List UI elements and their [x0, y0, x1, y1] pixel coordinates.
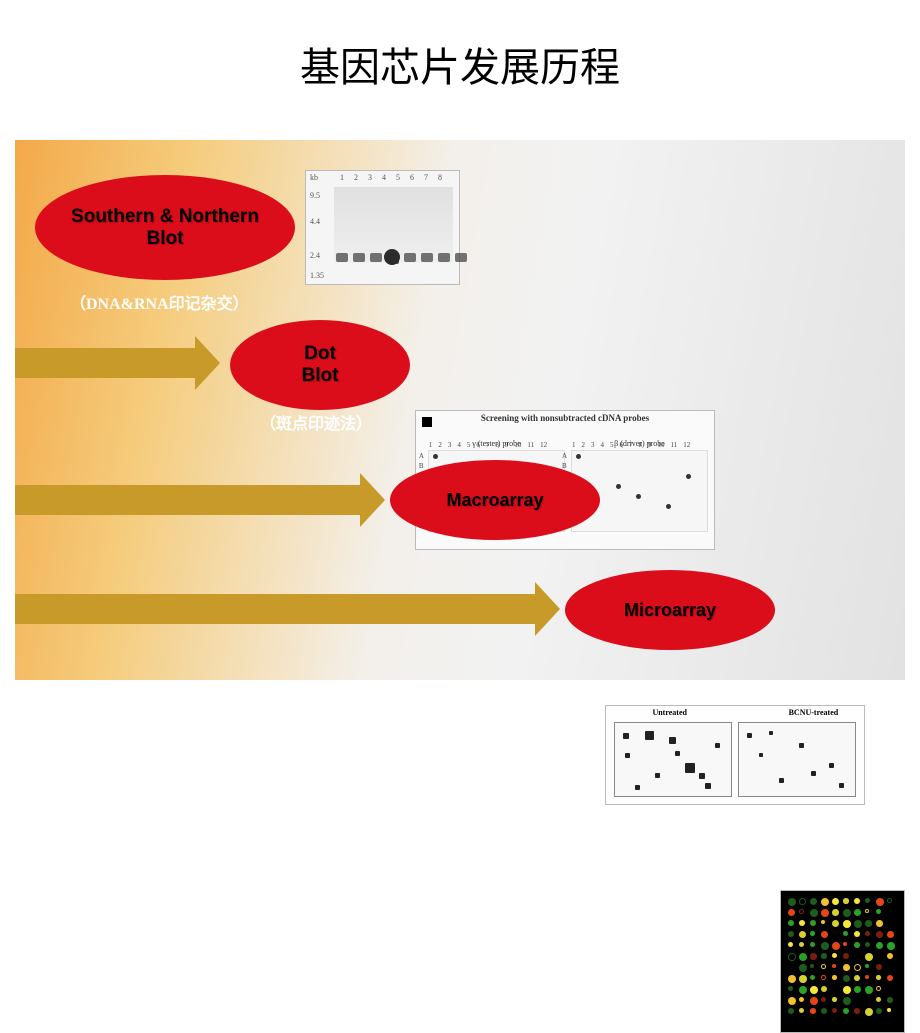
timeline-arrow-2	[15, 348, 195, 378]
page-title: 基因芯片发展历程	[0, 0, 920, 93]
stage-ellipse-southern-northern: Southern & Northern Blot	[35, 175, 295, 280]
timeline-arrow-3	[15, 485, 360, 515]
stage-subtitle-southern-northern: （DNA&RNA印记杂交）	[70, 290, 249, 314]
stage-subtitle-dot-blot: （斑点印迹法）	[260, 410, 372, 434]
ellipse-label-line2: Blot	[302, 365, 339, 387]
stage-ellipse-dot-blot: Dot Blot	[230, 320, 410, 410]
ellipse-label-line1: Dot	[304, 343, 336, 365]
macroarray-image: UntreatedBCNU-treated	[605, 705, 865, 805]
ellipse-label-line1: Southern & Northern	[71, 206, 259, 228]
stage-ellipse-macroarray: Macroarray	[390, 460, 600, 540]
ellipse-label-line1: Microarray	[624, 600, 716, 621]
timeline-arrow-4	[15, 594, 535, 624]
timeline-diagram: Southern & Northern Blot （DNA&RNA印记杂交） 1…	[15, 140, 905, 680]
gel-image: 12345678kb9.54.42.41.35	[305, 170, 460, 285]
microarray-image	[780, 890, 905, 1033]
ellipse-label-line1: Macroarray	[446, 490, 543, 511]
ellipse-label-line2: Blot	[147, 228, 184, 250]
stage-ellipse-microarray: Microarray	[565, 570, 775, 650]
